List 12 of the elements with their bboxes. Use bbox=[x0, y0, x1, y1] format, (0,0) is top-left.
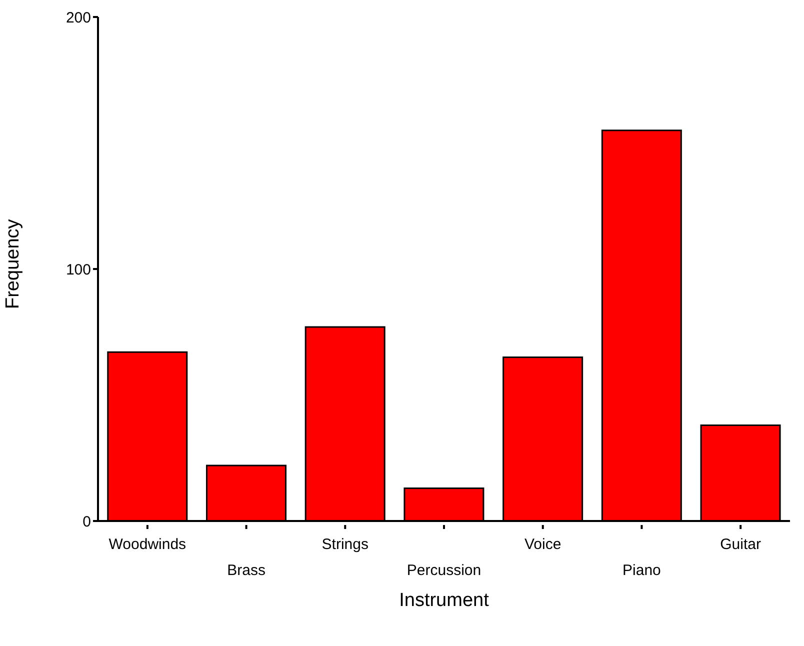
x-tick-label: Woodwinds bbox=[108, 536, 186, 553]
y-tick-label: 0 bbox=[82, 513, 91, 530]
y-tick-label: 100 bbox=[66, 261, 91, 278]
x-tick-label: Strings bbox=[322, 536, 368, 553]
y-tick-label: 200 bbox=[66, 9, 91, 26]
x-tick-label: Percussion bbox=[406, 562, 482, 579]
x-tick-label: Guitar bbox=[720, 536, 761, 553]
x-tick-label: Brass bbox=[227, 562, 266, 579]
x-tick-label: Piano bbox=[622, 562, 661, 579]
x-tick-label: Voice bbox=[524, 536, 562, 553]
y-axis-title: Frequency bbox=[2, 218, 24, 309]
x-axis-title: Instrument bbox=[399, 590, 490, 611]
